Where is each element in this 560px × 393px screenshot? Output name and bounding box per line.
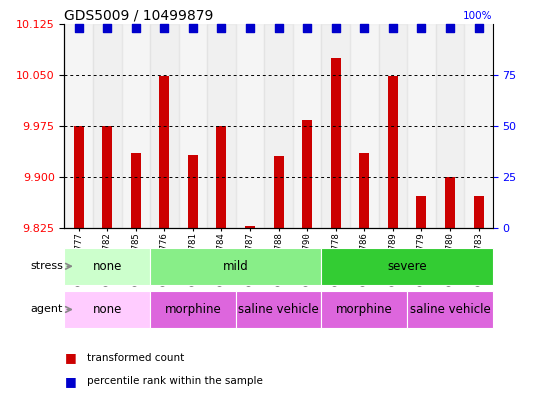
Bar bbox=[474, 196, 483, 228]
Bar bbox=[64, 24, 93, 228]
Point bbox=[160, 25, 169, 31]
Bar bbox=[379, 24, 407, 228]
Point bbox=[274, 25, 283, 31]
Bar bbox=[360, 153, 369, 228]
Bar bbox=[74, 126, 83, 228]
Text: severe: severe bbox=[388, 260, 427, 273]
Bar bbox=[436, 24, 464, 228]
Point bbox=[74, 25, 83, 31]
Bar bbox=[350, 24, 379, 228]
Bar bbox=[417, 196, 426, 228]
Point bbox=[103, 25, 112, 31]
Bar bbox=[150, 248, 321, 285]
Point bbox=[245, 25, 254, 31]
Point bbox=[217, 25, 226, 31]
Point bbox=[474, 25, 483, 31]
Bar bbox=[407, 291, 493, 328]
Bar bbox=[236, 24, 264, 228]
Bar bbox=[102, 126, 112, 228]
Bar bbox=[321, 24, 350, 228]
Point bbox=[446, 25, 455, 31]
Bar bbox=[236, 291, 321, 328]
Text: mild: mild bbox=[223, 260, 249, 273]
Bar bbox=[93, 24, 122, 228]
Text: morphine: morphine bbox=[336, 303, 393, 316]
Point bbox=[302, 25, 311, 31]
Bar bbox=[188, 155, 198, 228]
Bar bbox=[264, 24, 293, 228]
Text: agent: agent bbox=[31, 305, 63, 314]
Bar bbox=[207, 24, 236, 228]
Point bbox=[131, 25, 140, 31]
Bar bbox=[445, 177, 455, 228]
Bar bbox=[64, 248, 150, 285]
Bar bbox=[217, 126, 226, 228]
Bar bbox=[331, 58, 340, 228]
Text: morphine: morphine bbox=[165, 303, 221, 316]
Text: stress: stress bbox=[30, 261, 63, 271]
Point bbox=[417, 25, 426, 31]
Bar bbox=[293, 24, 321, 228]
Text: saline vehicle: saline vehicle bbox=[409, 303, 491, 316]
Text: percentile rank within the sample: percentile rank within the sample bbox=[87, 376, 263, 386]
Bar bbox=[64, 291, 150, 328]
Point bbox=[188, 25, 198, 31]
Bar bbox=[150, 291, 236, 328]
Text: GDS5009 / 10499879: GDS5009 / 10499879 bbox=[64, 8, 214, 22]
Bar bbox=[160, 76, 169, 228]
Text: ■: ■ bbox=[64, 351, 76, 364]
Bar bbox=[407, 24, 436, 228]
Bar bbox=[302, 120, 312, 228]
Bar bbox=[388, 76, 398, 228]
Text: none: none bbox=[92, 303, 122, 316]
Point bbox=[388, 25, 397, 31]
Point bbox=[360, 25, 368, 31]
Bar bbox=[321, 291, 407, 328]
Bar bbox=[274, 156, 283, 228]
Text: saline vehicle: saline vehicle bbox=[238, 303, 319, 316]
Text: ■: ■ bbox=[64, 375, 76, 388]
Point bbox=[331, 25, 340, 31]
Text: transformed count: transformed count bbox=[87, 353, 184, 363]
Bar bbox=[179, 24, 207, 228]
Bar bbox=[464, 24, 493, 228]
Text: 100%: 100% bbox=[463, 11, 493, 20]
Bar bbox=[321, 248, 493, 285]
Text: none: none bbox=[92, 260, 122, 273]
Bar bbox=[122, 24, 150, 228]
Bar bbox=[245, 226, 255, 228]
Bar bbox=[131, 153, 141, 228]
Bar bbox=[150, 24, 179, 228]
